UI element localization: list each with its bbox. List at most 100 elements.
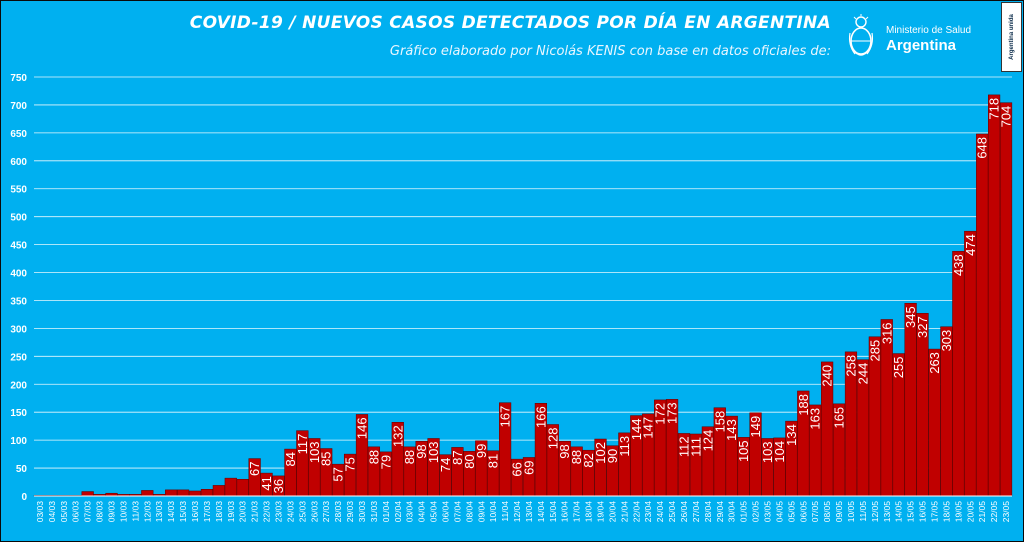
- x-tick-label: 24/04: [655, 501, 665, 523]
- x-tick-label: 31/03: [369, 501, 379, 523]
- x-tick-label: 29/03: [345, 501, 355, 523]
- x-tick-label: 16/05: [918, 501, 928, 523]
- data-label: 41: [259, 476, 274, 490]
- y-tick-label: 200: [10, 380, 27, 391]
- x-tick-label: 20/04: [607, 501, 617, 523]
- data-label: 85: [319, 452, 334, 466]
- x-tick-label: 08/03: [95, 501, 105, 523]
- data-label: 240: [820, 365, 835, 387]
- x-tick-label: 19/03: [226, 501, 236, 523]
- data-label: 255: [891, 357, 906, 379]
- data-label: 285: [867, 340, 882, 362]
- chart-subtitle: Gráfico elaborado por Nicolás KENIS con …: [389, 44, 831, 59]
- bar: [964, 230, 977, 497]
- y-tick-label: 750: [10, 73, 27, 84]
- y-tick-label: 150: [10, 408, 27, 419]
- data-label: 132: [390, 425, 405, 447]
- x-tick-label: 10/05: [846, 501, 856, 523]
- data-label: 147: [641, 417, 656, 439]
- x-tick-label: 05/03: [59, 501, 69, 523]
- x-tick-label: 05/04: [429, 501, 439, 523]
- data-label: 88: [366, 450, 381, 464]
- x-tick-label: 18/03: [214, 501, 224, 523]
- data-label: 163: [808, 408, 823, 430]
- x-tick-label: 23/04: [643, 501, 653, 523]
- logo-country-text: Argentina: [886, 37, 957, 54]
- bar: [141, 490, 154, 497]
- x-tick-label: 08/04: [464, 501, 474, 523]
- x-tick-label: 22/04: [631, 501, 641, 523]
- x-tick-label: 18/05: [941, 501, 951, 523]
- data-label: 67: [247, 462, 262, 476]
- x-tick-label: 03/05: [763, 501, 773, 523]
- data-label: 84: [283, 452, 298, 466]
- data-label: 124: [700, 430, 715, 452]
- data-label: 167: [498, 406, 513, 428]
- data-label: 648: [975, 137, 990, 159]
- data-label: 103: [307, 441, 322, 463]
- chart-title: COVID-19 / NUEVOS CASOS DETECTADOS POR D…: [189, 13, 831, 33]
- data-label: 144: [629, 419, 644, 441]
- data-label: 303: [939, 330, 954, 352]
- y-tick-label: 450: [10, 241, 27, 252]
- x-tick-label: 11/05: [858, 501, 868, 522]
- x-tick-label: 28/04: [703, 501, 713, 523]
- x-tick-label: 11/04: [500, 501, 510, 522]
- x-tick-label: 24/03: [285, 501, 295, 523]
- x-tick-label: 12/05: [870, 501, 880, 523]
- data-label: 79: [378, 455, 393, 469]
- x-tick-label: 09/04: [476, 501, 486, 523]
- data-label: 438: [951, 254, 966, 276]
- data-label: 87: [450, 450, 465, 464]
- data-label: 316: [879, 322, 894, 344]
- x-tick-label: 07/05: [810, 501, 820, 523]
- x-tick-label: 10/04: [488, 501, 498, 523]
- data-label: 149: [748, 416, 763, 438]
- bar: [880, 319, 893, 497]
- data-label: 105: [736, 440, 751, 462]
- y-tick-label: 50: [16, 464, 28, 475]
- data-label: 158: [712, 411, 727, 433]
- y-tick-label: 250: [10, 352, 27, 363]
- x-tick-label: 02/05: [751, 501, 761, 523]
- data-label: 258: [843, 355, 858, 377]
- y-tick-label: 100: [10, 436, 27, 447]
- x-tick-label: 03/03: [35, 501, 45, 523]
- x-tick-label: 17/03: [202, 501, 212, 523]
- data-label: 98: [557, 444, 572, 458]
- x-tick-label: 28/03: [333, 501, 343, 523]
- x-tick-label: 04/05: [774, 501, 784, 523]
- x-tick-label: 25/04: [667, 501, 677, 523]
- x-tick-label: 27/03: [321, 501, 331, 523]
- x-tick-label: 20/03: [238, 501, 248, 523]
- data-label: 327: [915, 316, 930, 338]
- x-tick-label: 09/03: [107, 501, 117, 523]
- x-tick-label: 23/05: [1001, 501, 1011, 523]
- x-tick-label: 26/03: [309, 501, 319, 523]
- x-tick-label: 19/04: [596, 501, 606, 523]
- data-label: 188: [796, 394, 811, 416]
- y-tick-label: 600: [10, 157, 27, 168]
- x-tick-label: 15/03: [178, 501, 188, 523]
- data-label: 88: [402, 450, 417, 464]
- bar: [236, 478, 249, 497]
- x-tick-label: 14/03: [166, 501, 176, 523]
- argentina-unida-badge: Argentina unida: [1001, 2, 1022, 72]
- data-label: 345: [903, 306, 918, 328]
- data-label: 474: [963, 234, 978, 256]
- bar: [188, 490, 202, 497]
- data-label: 88: [569, 450, 584, 464]
- data-label: 263: [927, 352, 942, 374]
- data-label: 99: [474, 444, 489, 458]
- x-tick-label: 17/05: [929, 501, 939, 523]
- x-tick-label: 12/03: [142, 501, 152, 523]
- data-label: 111: [688, 437, 703, 457]
- data-label: 90: [605, 449, 620, 463]
- data-label: 718: [987, 98, 1002, 120]
- data-label: 57: [331, 467, 346, 481]
- x-tick-label: 09/05: [834, 501, 844, 523]
- x-tick-label: 01/04: [381, 501, 391, 523]
- x-tick-label: 10/03: [118, 501, 128, 523]
